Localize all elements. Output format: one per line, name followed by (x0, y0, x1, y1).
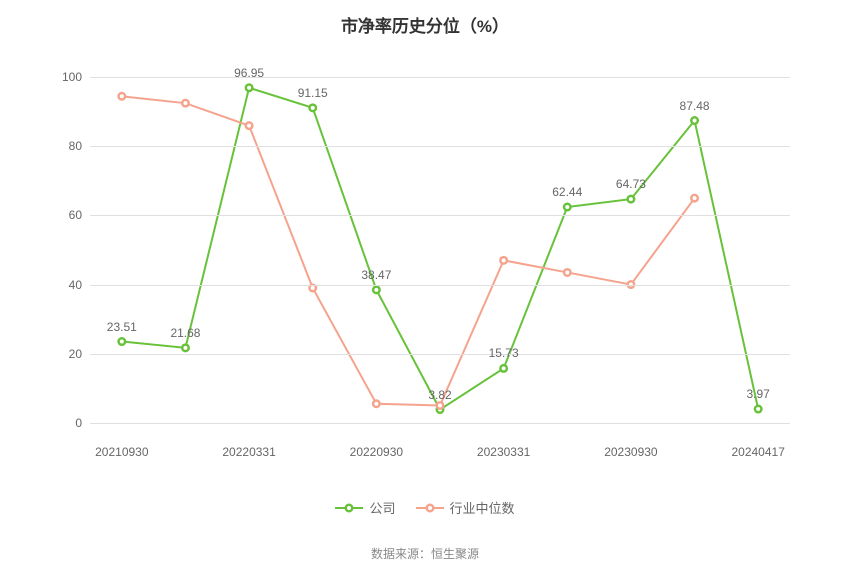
data-marker-inner (120, 94, 124, 98)
data-marker-inner (565, 270, 569, 274)
data-marker-inner (120, 340, 124, 344)
data-marker-inner (311, 106, 315, 110)
legend-marker-icon (335, 501, 363, 515)
data-marker-inner (756, 407, 760, 411)
legend-marker-icon (416, 501, 444, 515)
x-axis-label: 20240417 (731, 445, 784, 459)
x-axis-label: 20230930 (604, 445, 657, 459)
y-axis-label: 100 (62, 70, 82, 84)
data-label: 91.15 (298, 86, 328, 100)
data-label: 3.82 (428, 388, 451, 402)
x-axis-labels: 20210930 20220331 20220930 20230331 20230930… (90, 445, 790, 465)
data-label: 3.97 (746, 387, 769, 401)
data-marker-inner (374, 288, 378, 292)
data-marker-inner (311, 286, 315, 290)
data-label: 62.44 (552, 185, 582, 199)
x-axis-label: 20220930 (350, 445, 403, 459)
chart-title: 市净率历史分位（%） (0, 0, 850, 37)
data-marker-inner (247, 86, 251, 90)
data-marker-inner (502, 366, 506, 370)
data-marker-inner (693, 196, 697, 200)
x-axis-label: 20220331 (222, 445, 275, 459)
grid-line (90, 215, 790, 216)
data-marker-inner (183, 101, 187, 105)
data-marker-inner (502, 258, 506, 262)
legend: 公司 行业中位数 (0, 498, 850, 518)
data-label: 21.68 (170, 326, 200, 340)
series-line (122, 96, 695, 405)
x-axis-label: 20230331 (477, 445, 530, 459)
grid-line (90, 285, 790, 286)
y-axis-label: 60 (69, 208, 82, 222)
legend-label: 公司 (369, 498, 395, 517)
data-label: 23.51 (107, 320, 137, 334)
legend-item[interactable]: 行业中位数 (416, 498, 515, 517)
legend-item[interactable]: 公司 (335, 498, 395, 517)
data-label: 38.47 (361, 268, 391, 282)
grid-line (90, 77, 790, 78)
grid-line (90, 146, 790, 147)
chart-svg (90, 60, 790, 440)
data-label: 64.73 (616, 177, 646, 191)
data-label: 96.95 (234, 66, 264, 80)
data-marker-inner (183, 346, 187, 350)
data-marker-inner (438, 403, 442, 407)
data-marker-inner (374, 402, 378, 406)
series-line (122, 88, 758, 410)
grid-line (90, 423, 790, 424)
x-axis-label: 20210930 (95, 445, 148, 459)
data-label: 15.73 (489, 346, 519, 360)
source-text: 数据来源：恒生聚源 (0, 545, 850, 562)
y-axis-label: 80 (69, 139, 82, 153)
data-marker-inner (629, 197, 633, 201)
y-axis-label: 0 (75, 416, 82, 430)
y-axis-label: 40 (69, 278, 82, 292)
data-marker-inner (565, 205, 569, 209)
data-marker-inner (693, 119, 697, 123)
data-label: 87.48 (680, 99, 710, 113)
y-axis-label: 20 (69, 347, 82, 361)
data-marker-inner (247, 124, 251, 128)
legend-label: 行业中位数 (450, 498, 515, 517)
chart-container: 市净率历史分位（%） 0 20 40 60 80 100 23.51 21.68 96.95 91… (0, 0, 850, 574)
plot-area: 02040608010023.5121.6896.9591.1538.473.8… (90, 60, 790, 440)
grid-line (90, 354, 790, 355)
